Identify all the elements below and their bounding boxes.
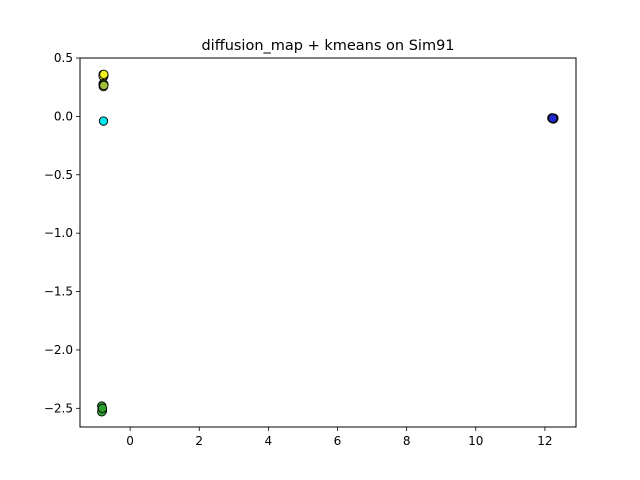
plot-frame bbox=[79, 57, 577, 428]
y-tick-label: −2.5 bbox=[44, 401, 73, 415]
x-tick-label: 0 bbox=[126, 434, 134, 448]
plot-area bbox=[80, 58, 576, 427]
x-tick-label: 12 bbox=[537, 434, 552, 448]
x-axis: 0 2 4 6 8 10 12 bbox=[126, 427, 553, 448]
y-axis: 0.5 0.0 −0.5 −1.0 −1.5 −2.0 −2.5 bbox=[44, 51, 80, 415]
y-tick-label: −0.5 bbox=[44, 168, 73, 182]
y-tick-label: −1.5 bbox=[44, 285, 73, 299]
x-tick-label: 2 bbox=[195, 434, 203, 448]
y-tick-label: −2.0 bbox=[44, 343, 73, 357]
y-tick-label: 0.0 bbox=[54, 109, 73, 123]
scatter-point bbox=[98, 116, 109, 126]
chart-title: diffusion_map + kmeans on Sim91 bbox=[201, 38, 454, 54]
scatter-point bbox=[97, 403, 108, 413]
x-tick-label: 10 bbox=[468, 434, 483, 448]
y-tick-label: 0.5 bbox=[54, 51, 73, 65]
scatter-points bbox=[97, 69, 559, 417]
scatter-point bbox=[99, 69, 109, 79]
scatter-point bbox=[548, 113, 558, 123]
y-tick-label: −1.0 bbox=[44, 226, 73, 240]
scatter-point bbox=[99, 80, 109, 91]
x-tick-label: 6 bbox=[334, 434, 342, 448]
x-tick-label: 4 bbox=[265, 434, 273, 448]
x-tick-label: 8 bbox=[403, 434, 411, 448]
